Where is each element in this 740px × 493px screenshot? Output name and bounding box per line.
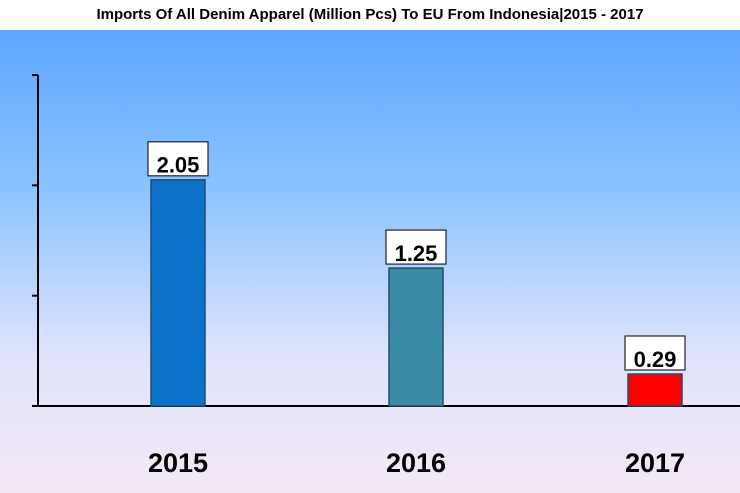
x-tick-label-2017: 2017 [625,448,685,478]
data-label-2015: 2.05 [157,153,200,178]
data-label-box [624,335,686,371]
data-label-2017: 0.29 [634,347,677,372]
chart-title: Imports Of All Denim Apparel (Million Pc… [96,6,644,23]
data-label-2016: 1.25 [395,241,438,266]
bar-2015 [150,179,206,407]
x-tick-label-2015: 2015 [148,448,208,478]
data-label-box [147,141,209,177]
x-tick-label-2016: 2016 [386,448,446,478]
data-label-box [385,229,447,265]
plot-background [0,30,740,493]
bar-2017 [627,373,683,407]
bar-2016 [388,267,444,407]
